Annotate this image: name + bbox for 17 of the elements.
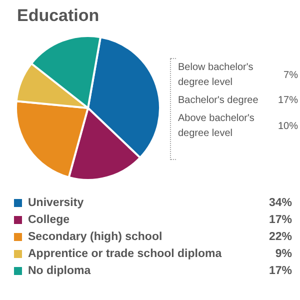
data-label: 17% [268,265,292,277]
chart-title: Education [17,6,100,25]
text: 17% [278,94,298,108]
legend-label: Secondary (high) school [28,231,162,243]
text: Below bachelor's degree level [178,61,254,90]
text: 10% [278,120,298,134]
legend-label: Apprentice or trade school diploma [28,248,222,260]
legend-label: College [28,214,70,226]
text: Bachelor's degree [178,94,260,108]
data-label: 22% [268,231,292,243]
text: Above bachelor's degree level [178,112,256,141]
data-label: 9% [275,248,292,260]
legend-label: University [28,197,84,209]
data-label: 34% [268,197,292,209]
data-label: 17% [268,214,292,226]
text: 7% [284,68,298,82]
legend-label: No diploma [28,265,92,277]
